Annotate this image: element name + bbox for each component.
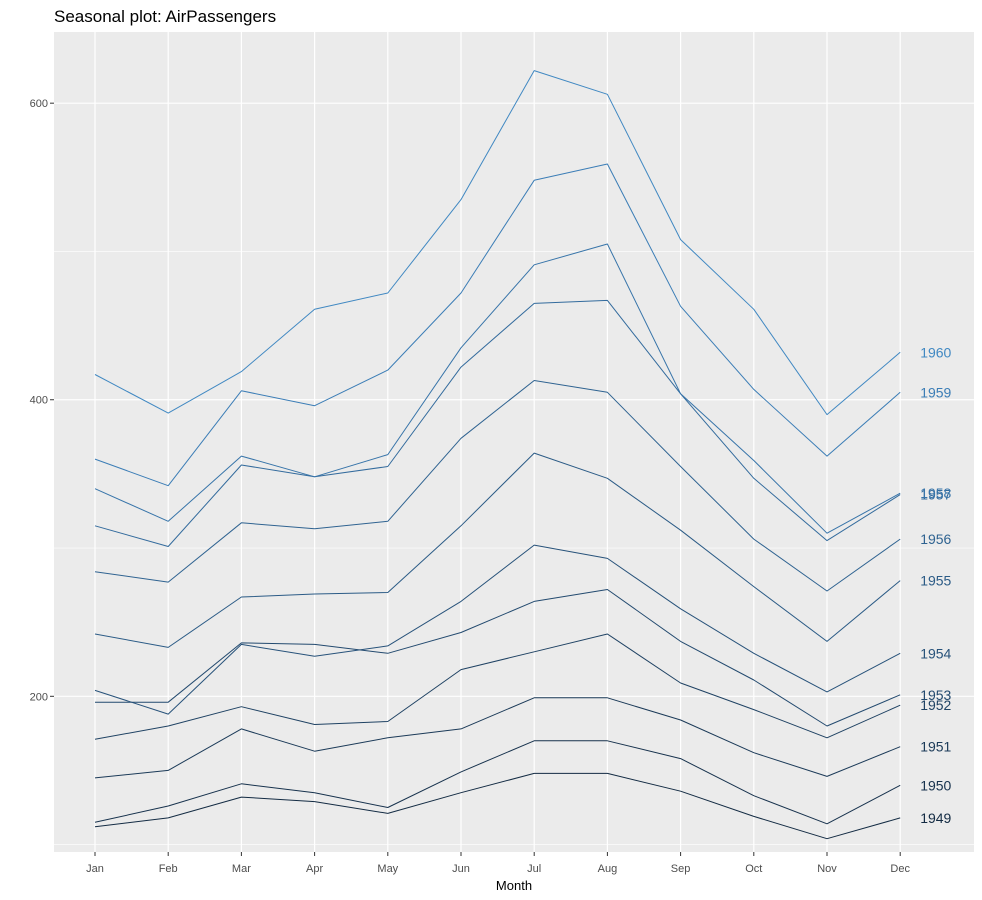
year-label-1953: 1953: [920, 687, 951, 703]
y-axis-tick-labels: 200 400 600: [30, 98, 54, 703]
chart-title: Seasonal plot: AirPassengers: [54, 7, 276, 26]
x-tick-label: Mar: [232, 863, 251, 875]
year-label-1954: 1954: [920, 645, 951, 661]
x-tick-label: Apr: [306, 863, 323, 875]
year-label-1952: 1952: [920, 697, 951, 713]
x-tick-label: Jun: [452, 863, 470, 875]
x-axis-title: Month: [496, 878, 532, 893]
year-label-1951: 1951: [920, 739, 951, 755]
x-tick-label: Oct: [745, 863, 762, 875]
series-line-1949: [94, 772, 901, 840]
y-tick-label: 600: [30, 98, 48, 110]
y-tick-label: 400: [30, 395, 48, 407]
series-line-1956: [94, 380, 901, 592]
series-lines: [94, 70, 901, 840]
x-tick-label: Aug: [598, 863, 618, 875]
x-tick-label: Jul: [527, 863, 541, 875]
year-label-1959: 1959: [920, 384, 951, 400]
series-line-1954: [94, 544, 901, 715]
x-tick-label: Sep: [671, 863, 691, 875]
year-label-1960: 1960: [920, 344, 951, 360]
x-tick-label: Nov: [817, 863, 837, 875]
series-line-1955: [94, 452, 901, 648]
series-line-1957: [94, 299, 901, 547]
x-axis-tick-labels: Jan Feb Mar Apr May Jun Jul Aug Sep Oct Nov Dec: [86, 852, 910, 875]
series-line-1959: [94, 163, 901, 487]
plot-panel: [54, 32, 974, 852]
series-line-1950: [94, 740, 901, 825]
year-label-1949: 1949: [920, 810, 951, 826]
year-label-1955: 1955: [920, 573, 951, 589]
year-label-1950: 1950: [920, 777, 951, 793]
series-line-1953: [95, 589, 901, 727]
x-tick-label: May: [377, 863, 398, 875]
year-label-1956: 1956: [920, 531, 951, 547]
series-line-1952: [94, 633, 901, 740]
x-tick-label: Jan: [86, 863, 104, 875]
series-line-1951: [94, 697, 901, 779]
series-line-1958: [94, 243, 901, 534]
x-tick-label: Feb: [159, 863, 178, 875]
y-tick-label: 200: [30, 691, 48, 703]
series-line-1960: [94, 70, 901, 416]
gridlines: [54, 32, 974, 852]
x-tick-label: Dec: [890, 863, 910, 875]
year-label-1957: 1957: [920, 487, 951, 503]
year-label-1958: 1958: [920, 485, 951, 501]
